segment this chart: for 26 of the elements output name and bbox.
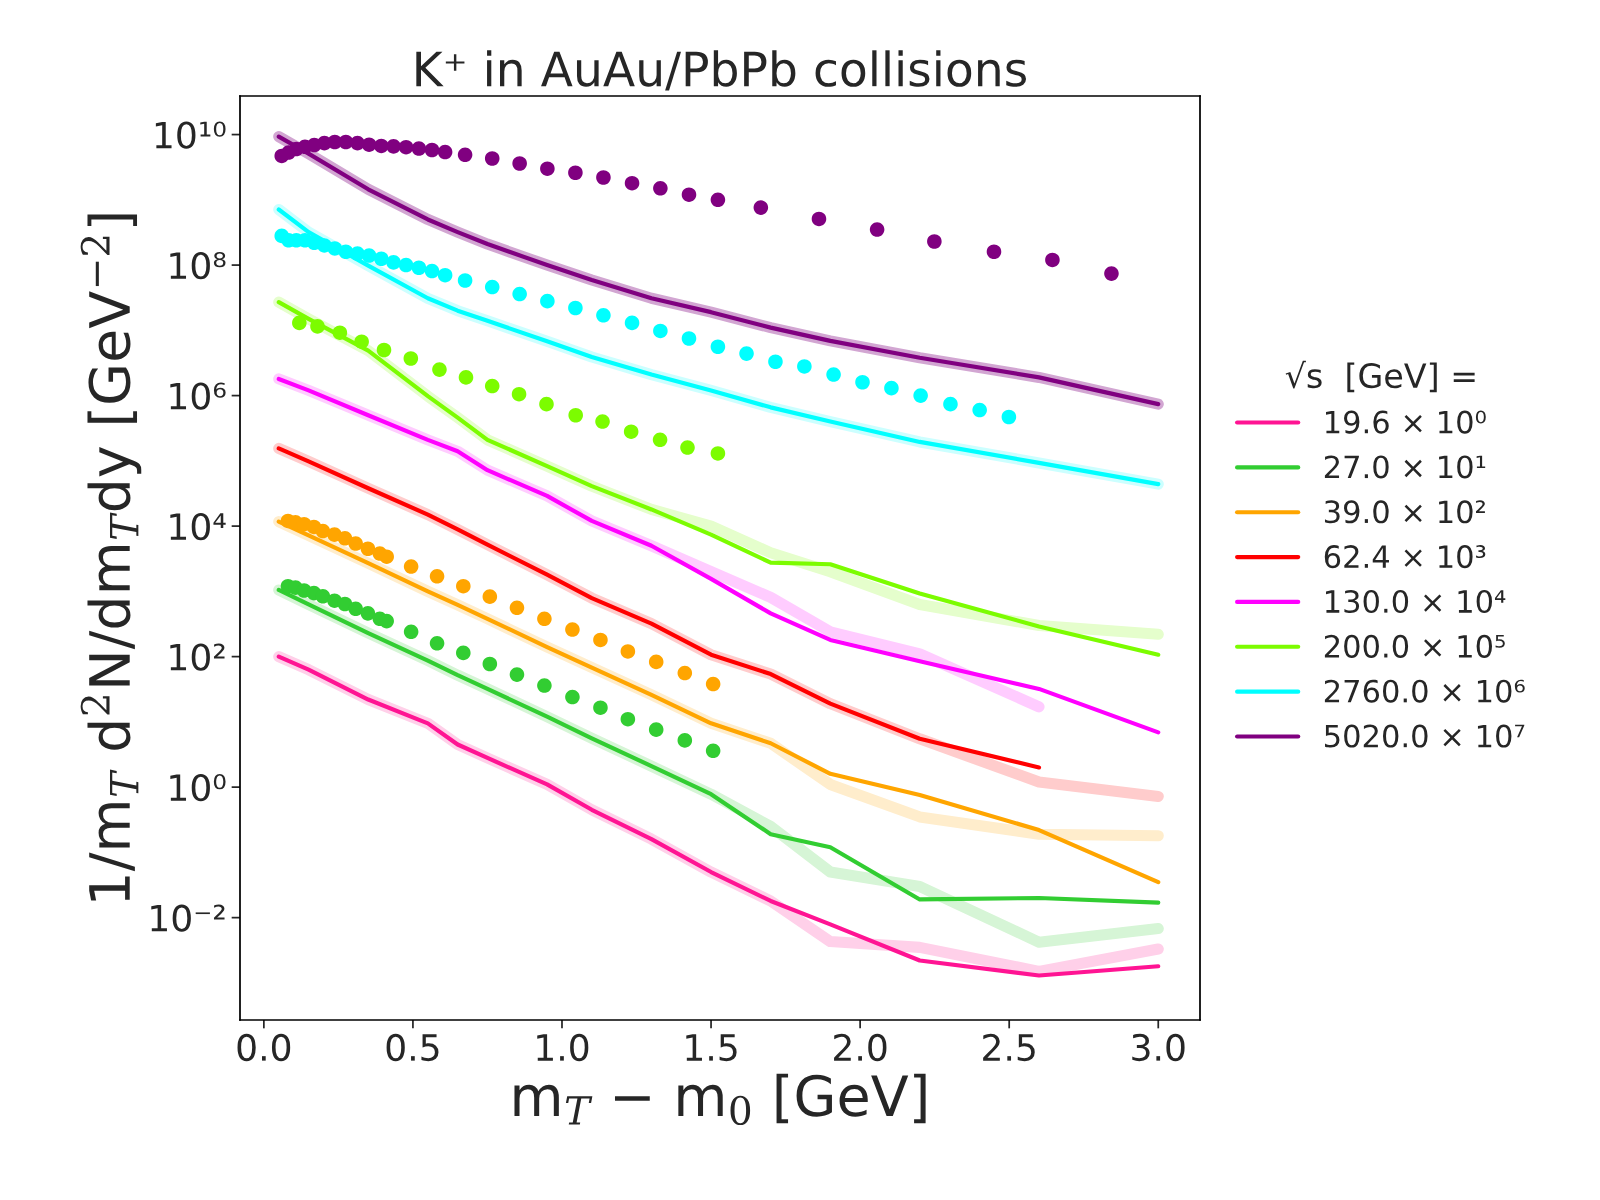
text: 1/m$_{T}$ d$^{2}$N/dm$_{T}$dy [GeV$^{−2}$] xyxy=(80,214,142,901)
legend-label: 2760.0 × 10⁶ xyxy=(1324,679,1525,703)
legend-label: 5020.0 × 10⁷ xyxy=(1325,724,1525,748)
y-tick-label: 10¹⁰ xyxy=(155,121,226,149)
legend-label: 39.0 × 10² xyxy=(1324,500,1485,524)
y-tick-label: 10⁴ xyxy=(170,513,226,541)
x-tick-label: 0.0 xyxy=(237,1033,291,1062)
legend-title: √s [GeV] = xyxy=(1285,360,1475,393)
y-tick-label: 10⁸ xyxy=(170,252,226,280)
x-tick-label: 1.0 xyxy=(537,1033,589,1062)
y-tick-label: 10⁶ xyxy=(170,382,226,410)
legend-label: 130.0 × 10⁴ xyxy=(1326,589,1506,614)
legend-label: 200.0 × 10⁵ xyxy=(1324,634,1505,658)
x-axis-title: m$_{T}$ − m$_{0}$ [GeV] xyxy=(514,1073,926,1126)
legend-label: 27.0 × 10¹ xyxy=(1324,455,1486,479)
x-tick-label: 0.5 xyxy=(386,1033,439,1062)
x-tick-label: 2.5 xyxy=(983,1033,1035,1062)
x-tick-label: 1.5 xyxy=(686,1034,737,1062)
y-tick-label: 10⁻² xyxy=(151,904,225,932)
y-tick-label: 10² xyxy=(170,643,225,671)
x-tick-label: 2.0 xyxy=(834,1033,887,1062)
x-tick-label: 3.0 xyxy=(1132,1033,1185,1062)
legend-label: 19.6 × 10⁰ xyxy=(1326,410,1486,434)
y-tick-label: 10⁰ xyxy=(170,774,226,802)
legend-label: 62.4 × 10³ xyxy=(1324,545,1486,569)
chart-title: K⁺ in AuAu/PbPb collisions xyxy=(416,50,1027,91)
